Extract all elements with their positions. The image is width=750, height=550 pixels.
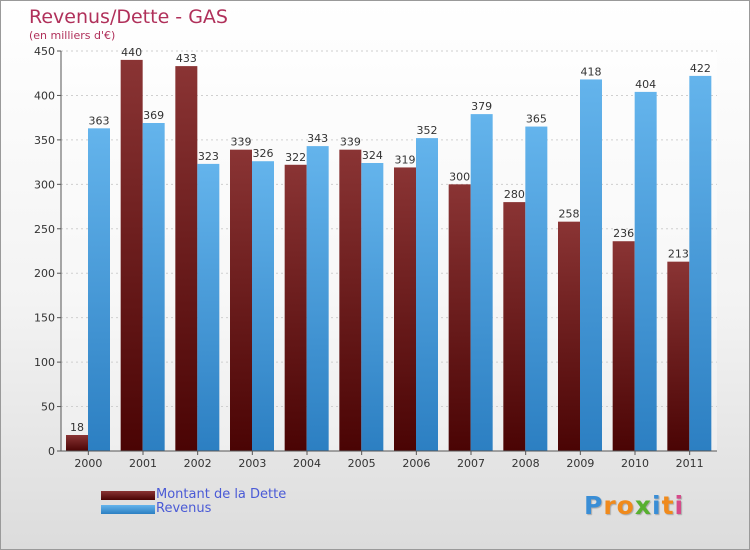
bar-revenue-2011 <box>689 75 712 451</box>
y-tick-label: 250 <box>34 223 55 236</box>
data-label-revenue-2006: 352 <box>417 124 438 137</box>
bar-revenue-2002 <box>197 163 220 451</box>
x-tick-label: 2009 <box>566 457 594 470</box>
proxiti-logo: Proxiti <box>584 491 684 520</box>
y-tick-label: 300 <box>34 178 55 191</box>
bar-revenue-2004 <box>306 146 329 451</box>
data-label-revenue-2008: 365 <box>526 113 547 126</box>
bar-revenue-2006 <box>416 138 438 451</box>
data-label-debt-2010: 236 <box>613 227 634 240</box>
data-label-debt-2008: 280 <box>504 188 525 201</box>
legend-label-debt: Montant de la Dette <box>156 487 287 502</box>
bar-revenue-2009 <box>580 79 602 451</box>
data-label-revenue-2003: 326 <box>253 147 274 160</box>
x-tick-label: 2007 <box>457 457 485 470</box>
bar-debt-2009 <box>558 221 580 451</box>
data-label-revenue-2010: 404 <box>635 78 656 91</box>
legend-swatch-debt <box>101 491 155 500</box>
x-tick-label: 2006 <box>402 457 430 470</box>
bar-debt-2000 <box>66 435 88 451</box>
x-tick-label: 2010 <box>621 457 649 470</box>
bar-debt-2001 <box>120 59 143 452</box>
logo-letter: r <box>603 491 617 520</box>
data-label-debt-2001: 440 <box>121 46 142 59</box>
x-tick-label: 2004 <box>293 457 321 470</box>
x-tick-label: 2011 <box>676 457 704 470</box>
logo-letter: o <box>616 491 635 520</box>
data-label-revenue-2009: 418 <box>581 65 602 78</box>
bar-revenue-2000 <box>88 128 110 451</box>
logo-letter: x <box>634 491 652 520</box>
legend-swatch-revenue <box>101 505 155 514</box>
bar-revenue-2007 <box>470 114 493 451</box>
y-tick-label: 200 <box>34 267 55 280</box>
data-label-debt-2007: 300 <box>449 170 470 183</box>
logo-letter: i <box>674 491 685 520</box>
x-tick-label: 2005 <box>348 457 376 470</box>
bar-debt-2003 <box>230 149 252 451</box>
data-label-debt-2002: 433 <box>176 52 197 65</box>
bar-debt-2005 <box>339 149 362 451</box>
bar-revenue-2008 <box>525 126 548 452</box>
data-label-revenue-2001: 369 <box>143 109 164 122</box>
x-tick-label: 2000 <box>74 457 102 470</box>
y-tick-label: 450 <box>34 45 55 58</box>
data-label-debt-2004: 322 <box>285 151 306 164</box>
x-tick-label: 2001 <box>129 457 157 470</box>
bar-revenue-2003 <box>252 161 274 451</box>
data-label-revenue-2002: 323 <box>198 150 219 163</box>
y-tick-label: 150 <box>34 312 55 325</box>
bar-revenue-2001 <box>142 123 165 451</box>
logo-letter: t <box>661 491 675 520</box>
bar-revenue-2010 <box>634 91 657 451</box>
bar-debt-2006 <box>394 167 416 451</box>
bar-revenue-2005 <box>361 163 384 451</box>
y-tick-label: 100 <box>34 356 55 369</box>
chart-title: Revenus/Dette - GAS <box>29 6 228 28</box>
data-label-revenue-2004: 343 <box>307 132 328 145</box>
x-tick-label: 2003 <box>238 457 266 470</box>
y-tick-label: 50 <box>41 401 55 414</box>
bar-debt-2008 <box>503 202 526 451</box>
y-tick-label: 350 <box>34 134 55 147</box>
logo-letter: P <box>584 491 604 520</box>
legend-label-revenue: Revenus <box>156 501 212 516</box>
data-label-debt-2006: 319 <box>395 153 416 166</box>
data-label-debt-2005: 339 <box>340 136 361 149</box>
x-tick-label: 2008 <box>512 457 540 470</box>
data-label-revenue-2000: 363 <box>89 114 110 127</box>
data-label-debt-2011: 213 <box>668 248 689 261</box>
bar-debt-2002 <box>175 66 198 451</box>
chart-subtitle: (en milliers d'€) <box>29 29 116 42</box>
data-label-debt-2000: 18 <box>70 421 84 434</box>
data-label-revenue-2011: 422 <box>690 62 711 75</box>
logo-letter: i <box>652 491 662 520</box>
data-label-revenue-2005: 324 <box>362 149 383 162</box>
data-label-revenue-2007: 379 <box>471 100 492 113</box>
bar-debt-2011 <box>667 261 690 451</box>
plot-area <box>61 51 717 451</box>
bar-debt-2007 <box>448 184 471 452</box>
y-tick-label: 400 <box>34 89 55 102</box>
data-label-debt-2003: 339 <box>231 136 252 149</box>
bar-debt-2004 <box>284 164 307 451</box>
y-tick-label: 0 <box>48 445 55 458</box>
x-tick-label: 2002 <box>184 457 212 470</box>
data-label-debt-2009: 258 <box>559 208 580 221</box>
bar-debt-2010 <box>612 241 635 451</box>
